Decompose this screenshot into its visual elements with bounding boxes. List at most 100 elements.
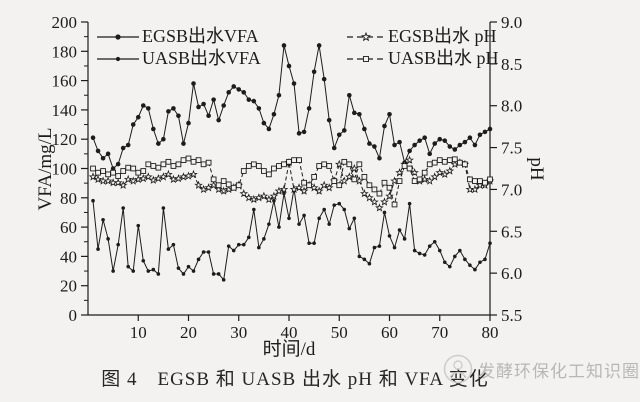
marker-filled-circle-small bbox=[297, 222, 301, 226]
legend-item-egsb-ph: EGSB出水 pH bbox=[346, 26, 499, 47]
marker-filled-circle-small bbox=[166, 247, 171, 251]
marker-open-star bbox=[159, 172, 168, 181]
marker-open-star bbox=[375, 203, 384, 212]
marker-filled-circle bbox=[90, 135, 96, 141]
marker-filled-circle bbox=[110, 166, 116, 171]
marker-open-square bbox=[446, 157, 453, 163]
marker-open-star bbox=[360, 189, 369, 198]
marker-filled-circle bbox=[241, 90, 247, 95]
marker-open-square bbox=[401, 163, 408, 169]
marker-filled-circle-small bbox=[427, 244, 432, 248]
marker-open-square bbox=[261, 168, 267, 174]
marker-filled-circle bbox=[392, 142, 397, 148]
marker-open-square bbox=[371, 186, 378, 193]
marker-filled-circle-small bbox=[267, 222, 271, 226]
y-left-tick-label: 60 bbox=[60, 218, 77, 237]
marker-open-star bbox=[445, 166, 455, 175]
marker-filled-circle bbox=[151, 126, 156, 132]
marker-filled-circle bbox=[226, 90, 231, 95]
marker-open-star bbox=[154, 173, 163, 183]
marker-filled-circle-small bbox=[196, 257, 201, 262]
marker-open-star bbox=[204, 183, 213, 192]
marker-open-square bbox=[421, 169, 428, 176]
marker-open-square bbox=[165, 158, 172, 165]
marker-open-star bbox=[269, 191, 279, 200]
marker-filled-circle bbox=[156, 141, 161, 146]
marker-open-square bbox=[316, 163, 323, 169]
marker-filled-circle-small bbox=[111, 269, 115, 273]
marker-filled-circle-small bbox=[287, 216, 291, 221]
marker-open-star bbox=[440, 169, 450, 179]
marker-filled-circle-small bbox=[397, 228, 402, 232]
marker-open-square bbox=[391, 201, 398, 208]
marker-open-star bbox=[319, 180, 329, 189]
marker-open-square bbox=[341, 158, 348, 165]
marker-filled-circle-small bbox=[407, 201, 412, 206]
marker-open-star bbox=[344, 172, 354, 181]
marker-open-square bbox=[386, 184, 393, 191]
marker-filled-circle bbox=[417, 138, 422, 143]
x-tick-label: 60 bbox=[381, 323, 398, 342]
marker-open-square bbox=[477, 178, 483, 184]
marker-open-square bbox=[190, 158, 197, 165]
marker-filled-circle bbox=[422, 135, 427, 141]
marker-open-star bbox=[219, 186, 229, 195]
marker-open-square bbox=[200, 161, 207, 168]
marker-filled-circle bbox=[216, 117, 221, 123]
marker-filled-circle-small bbox=[96, 247, 100, 251]
marker-filled-circle-small bbox=[322, 207, 326, 212]
marker-filled-circle-small bbox=[121, 206, 125, 210]
marker-filled-circle bbox=[377, 155, 382, 161]
y-axis-label-left: VFA/mg/L bbox=[35, 127, 56, 211]
marker-filled-circle bbox=[211, 97, 216, 102]
legend-vfa: EGSB出水VFA UASB出水VFA bbox=[96, 26, 261, 69]
legend-item-egsb-vfa: EGSB出水VFA bbox=[96, 26, 261, 47]
marker-open-star bbox=[239, 189, 249, 198]
marker-filled-circle-small bbox=[453, 254, 457, 259]
marker-open-star bbox=[88, 172, 98, 181]
marker-filled-circle bbox=[256, 106, 262, 111]
marker-filled-circle bbox=[181, 141, 186, 146]
marker-open-square bbox=[256, 163, 262, 169]
marker-open-square bbox=[215, 182, 222, 189]
y-right-tick-label: 8.5 bbox=[501, 55, 522, 74]
marker-filled-circle bbox=[130, 122, 136, 127]
marker-open-star bbox=[199, 184, 208, 194]
marker-open-square bbox=[376, 190, 383, 197]
marker-open-square bbox=[276, 163, 282, 169]
legend-marker-uasb-vfa-icon bbox=[97, 56, 139, 61]
marker-filled-circle-small bbox=[282, 191, 286, 196]
marker-open-star bbox=[249, 194, 259, 204]
marker-filled-circle-small bbox=[317, 216, 321, 221]
marker-filled-circle bbox=[186, 120, 191, 126]
marker-open-star bbox=[279, 184, 289, 194]
marker-open-star bbox=[254, 193, 264, 202]
marker-open-star bbox=[435, 168, 445, 177]
marker-filled-circle bbox=[442, 138, 448, 143]
marker-filled-circle-small bbox=[272, 198, 276, 203]
marker-filled-circle-small bbox=[231, 248, 236, 253]
marker-filled-circle bbox=[397, 139, 402, 145]
marker-filled-circle-small bbox=[116, 242, 120, 247]
marker-filled-circle bbox=[115, 161, 121, 167]
marker-filled-circle-small bbox=[247, 235, 251, 240]
marker-open-square bbox=[326, 163, 333, 169]
marker-open-star bbox=[214, 184, 223, 194]
marker-open-star bbox=[103, 176, 113, 185]
x-tick-label: 70 bbox=[431, 323, 448, 342]
marker-filled-circle bbox=[251, 98, 257, 104]
legend-marker-uasb-ph-icon bbox=[347, 55, 385, 62]
marker-filled-circle bbox=[472, 142, 478, 148]
marker-filled-circle bbox=[321, 76, 327, 82]
marker-open-square bbox=[472, 178, 478, 184]
x-tick-label: 20 bbox=[180, 323, 197, 342]
marker-open-square bbox=[436, 157, 443, 163]
marker-filled-circle-small bbox=[277, 225, 281, 229]
marker-filled-circle-small bbox=[458, 248, 462, 253]
marker-open-star bbox=[430, 172, 440, 181]
marker-open-square bbox=[301, 179, 307, 186]
marker-open-star bbox=[274, 186, 284, 195]
marker-filled-circle bbox=[301, 129, 307, 135]
marker-filled-circle-small bbox=[392, 245, 397, 250]
